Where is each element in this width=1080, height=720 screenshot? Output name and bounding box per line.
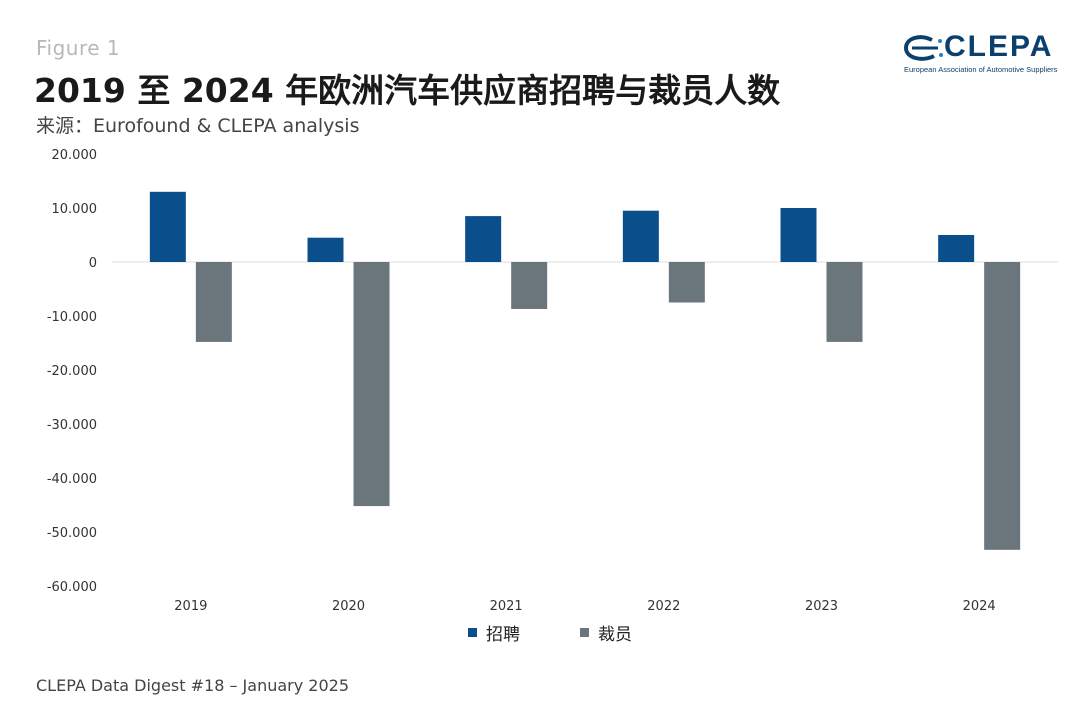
x-tick-label: 2020 [332,599,365,614]
bar-layoffs-2024 [984,262,1021,550]
y-tick-label: -50.000 [47,526,97,541]
y-tick-label: -40.000 [47,472,97,487]
x-tick-label: 2019 [174,599,207,614]
clepa-logo-mark-icon [903,35,943,61]
x-tick-label: 2021 [490,599,523,614]
y-tick-label: -20.000 [47,364,97,379]
x-tick-label: 2022 [647,599,680,614]
bar-layoffs-2019 [195,262,232,342]
figure-label: Figure 1 [36,36,121,60]
x-tick-label: 2023 [805,599,838,614]
legend-label-hiring: 招聘 [486,625,520,645]
x-tick-label: 2024 [963,599,996,614]
bar-layoffs-2020 [353,262,390,507]
bar-hiring-2019 [149,191,186,262]
bar-hiring-2021 [465,216,502,262]
legend-label-layoffs: 裁员 [598,625,632,645]
legend: 招聘 裁员 [0,620,1080,646]
chart-source: 来源：Eurofound & CLEPA analysis [36,115,360,137]
y-tick-label: 0 [89,256,97,271]
chart-title: 2019 至 2024 年欧洲汽车供应商招聘与裁员人数 [34,71,781,110]
bar-layoffs-2021 [511,262,548,309]
legend-swatch-layoffs [580,628,589,637]
y-tick-label: -60.000 [47,580,97,595]
clepa-logo: CLEPA European Association of Automotive… [900,30,1076,78]
bar-layoffs-2023 [826,262,863,342]
y-tick-label: 10.000 [52,202,98,217]
bar-hiring-2024 [938,235,975,262]
logo-subtitle: European Association of Automotive Suppl… [904,65,1058,74]
legend-item-hiring: 招聘 [468,620,520,645]
legend-item-layoffs: 裁员 [580,620,632,645]
bar-hiring-2020 [307,237,344,262]
footer-note: CLEPA Data Digest #18 – January 2025 [36,676,349,695]
bar-hiring-2022 [622,210,659,262]
y-tick-label: -30.000 [47,418,97,433]
bar-layoffs-2022 [668,262,705,303]
legend-swatch-hiring [468,628,477,637]
y-tick-label: -10.000 [47,310,97,325]
bar-hiring-2023 [780,208,817,262]
logo-wordmark: CLEPA [944,30,1054,63]
y-tick-label: 20.000 [52,148,98,163]
